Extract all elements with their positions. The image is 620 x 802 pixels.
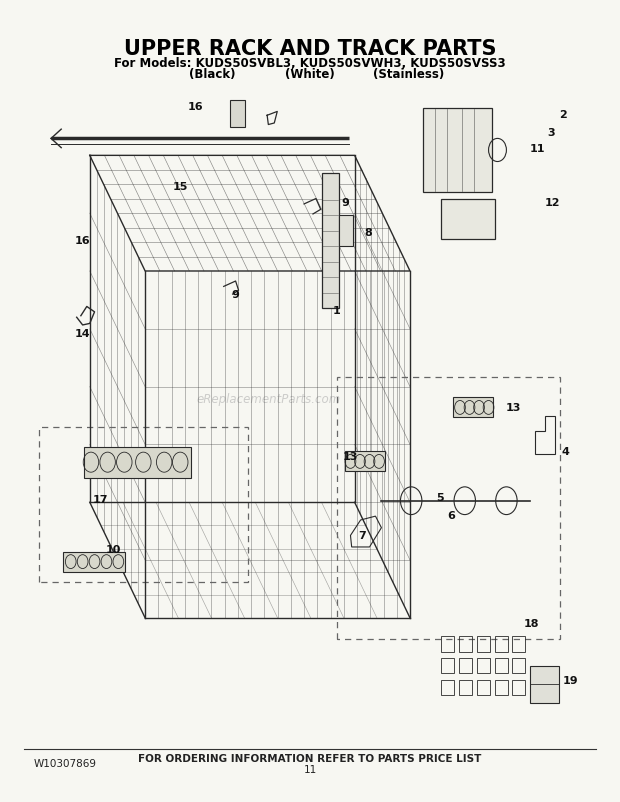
Text: 9: 9 xyxy=(232,290,239,300)
Text: 14: 14 xyxy=(75,328,91,338)
Text: (White): (White) xyxy=(285,68,335,81)
FancyBboxPatch shape xyxy=(453,398,494,418)
FancyBboxPatch shape xyxy=(441,199,495,239)
FancyBboxPatch shape xyxy=(345,452,385,472)
FancyBboxPatch shape xyxy=(530,666,559,703)
Text: (Stainless): (Stainless) xyxy=(373,68,444,81)
Text: 10: 10 xyxy=(106,544,122,554)
FancyBboxPatch shape xyxy=(84,448,191,478)
Text: 16: 16 xyxy=(75,236,91,246)
Text: 11: 11 xyxy=(303,764,317,774)
FancyBboxPatch shape xyxy=(322,174,339,309)
FancyBboxPatch shape xyxy=(229,101,244,128)
Text: 4: 4 xyxy=(562,446,570,456)
Text: 19: 19 xyxy=(563,674,578,685)
Text: 5: 5 xyxy=(436,492,443,502)
Text: 13: 13 xyxy=(343,452,358,461)
Text: 18: 18 xyxy=(524,618,539,628)
Text: 8: 8 xyxy=(365,228,372,238)
Text: (Black): (Black) xyxy=(188,68,235,81)
FancyBboxPatch shape xyxy=(63,553,125,572)
Text: 15: 15 xyxy=(172,182,188,192)
FancyBboxPatch shape xyxy=(339,217,353,247)
Text: 2: 2 xyxy=(559,110,567,119)
Text: For Models: KUDS50SVBL3, KUDS50SVWH3, KUDS50SVSS3: For Models: KUDS50SVBL3, KUDS50SVWH3, KU… xyxy=(114,57,506,71)
Text: eReplacementParts.com: eReplacementParts.com xyxy=(196,393,340,406)
Text: 6: 6 xyxy=(448,510,456,520)
FancyBboxPatch shape xyxy=(423,108,492,193)
Text: W10307869: W10307869 xyxy=(33,758,96,768)
Text: FOR ORDERING INFORMATION REFER TO PARTS PRICE LIST: FOR ORDERING INFORMATION REFER TO PARTS … xyxy=(138,753,482,764)
Text: 12: 12 xyxy=(545,197,560,208)
Text: 7: 7 xyxy=(358,531,366,541)
Text: UPPER RACK AND TRACK PARTS: UPPER RACK AND TRACK PARTS xyxy=(124,39,496,59)
Text: 17: 17 xyxy=(93,495,108,504)
Text: 1: 1 xyxy=(333,305,340,315)
Text: 11: 11 xyxy=(529,144,545,153)
Text: 9: 9 xyxy=(342,197,350,208)
Text: 13: 13 xyxy=(506,402,521,412)
Text: 3: 3 xyxy=(547,128,555,138)
Text: 16: 16 xyxy=(188,102,203,112)
